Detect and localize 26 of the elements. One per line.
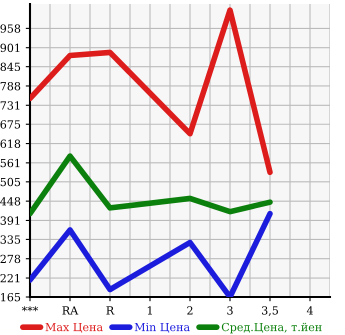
x-tick-label: 1 bbox=[148, 306, 152, 314]
legend-label: Min Цена bbox=[134, 322, 190, 333]
y-tick-label: 731 bbox=[0, 101, 20, 110]
y-tick-label: 165 bbox=[1, 292, 20, 302]
legend-label: Max Цена bbox=[46, 322, 103, 333]
y-tick-label: 845 bbox=[0, 62, 20, 72]
y-tick-label: 958 bbox=[0, 24, 20, 33]
x-tick-label: *** bbox=[22, 306, 38, 312]
legend-label: Сред.Цена, т.йен bbox=[222, 322, 322, 334]
y-tick-label: 788 bbox=[0, 82, 20, 90]
y-tick-label: 221 bbox=[0, 274, 20, 282]
y-tick-label: 561 bbox=[0, 158, 20, 168]
y-tick-label: 901 bbox=[0, 44, 20, 52]
y-tick-label: 505 bbox=[0, 178, 20, 186]
y-tick-label: 391 bbox=[0, 216, 20, 225]
y-tick-label: 278 bbox=[0, 254, 20, 264]
x-tick-label: RA bbox=[62, 306, 78, 314]
y-tick-label: 448 bbox=[0, 197, 20, 206]
x-tick-label: 2 bbox=[187, 306, 192, 314]
y-tick-label: 618 bbox=[0, 140, 20, 148]
x-tick-label: R bbox=[106, 306, 114, 314]
y-tick-label: 335 bbox=[0, 235, 20, 244]
x-tick-label: 3 bbox=[227, 306, 233, 315]
x-tick-label: 4 bbox=[306, 306, 313, 314]
y-tick-label: 675 bbox=[0, 120, 20, 129]
x-tick-label: 3,5 bbox=[262, 306, 278, 316]
